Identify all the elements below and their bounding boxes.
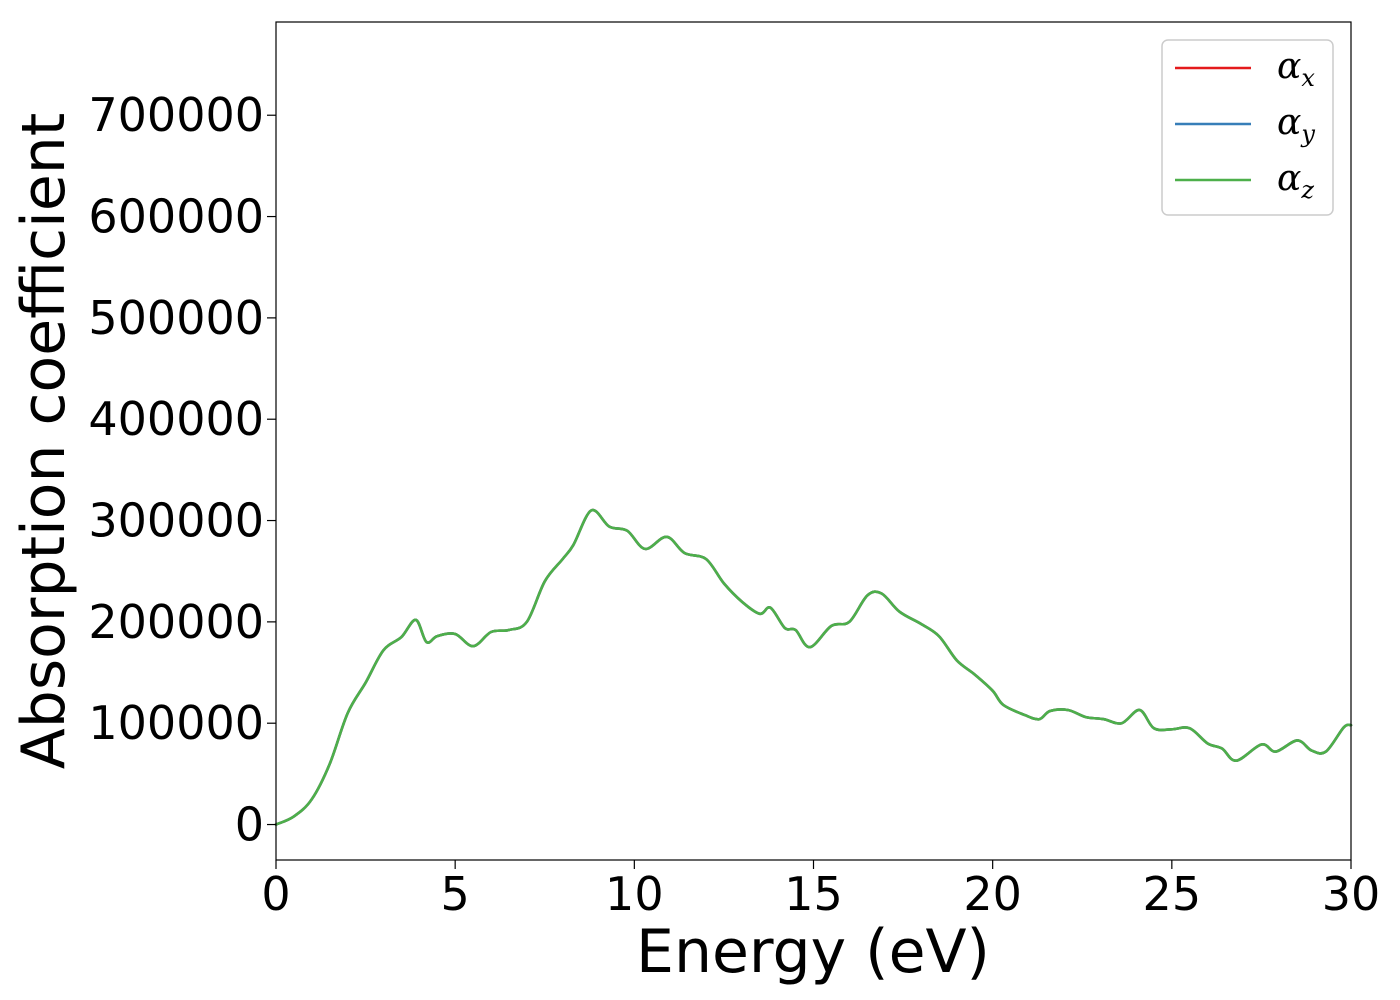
- y-axis-label: Absorption coefficient: [9, 113, 79, 770]
- x-tick-label: 30: [1322, 867, 1381, 921]
- series-layer: [274, 508, 1353, 826]
- y-tick-label: 400000: [88, 392, 264, 446]
- y-tick-label: 0: [235, 798, 264, 852]
- x-tick-label: 5: [441, 867, 470, 921]
- legend-label-y: αy: [1277, 102, 1315, 148]
- x-tick-label: 15: [784, 867, 843, 921]
- x-tick-label: 20: [963, 867, 1022, 921]
- y-tick-label: 500000: [88, 291, 264, 345]
- x-axis-label: Energy (eV): [636, 917, 990, 987]
- y-tick-label: 700000: [88, 88, 264, 142]
- series-line-z: [274, 508, 1353, 826]
- x-axis-ticks: 0 5 10 15 20 25 30: [261, 860, 1380, 921]
- y-tick-label: 200000: [88, 595, 264, 649]
- x-tick-label: 25: [1143, 867, 1202, 921]
- y-tick-label: 300000: [88, 494, 264, 548]
- x-tick-label: 10: [605, 867, 664, 921]
- y-tick-label: 600000: [88, 190, 264, 244]
- y-axis-ticks: 0 100000 200000 300000 400000 500000 600000 700…: [88, 88, 276, 852]
- legend-box: [1161, 39, 1334, 216]
- y-tick-label: 100000: [88, 696, 264, 750]
- x-tick-label: 0: [261, 867, 290, 921]
